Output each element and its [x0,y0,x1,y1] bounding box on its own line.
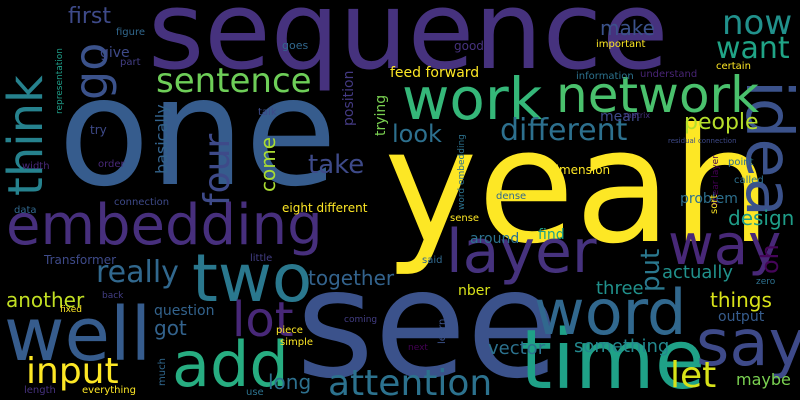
word-piece: piece [276,325,303,336]
word-want: want [716,31,790,66]
word-back: back [102,291,124,301]
word-two: two [192,240,313,317]
word-look: look [392,120,442,148]
word-trying: trying [373,94,389,136]
word-next: next [408,343,428,353]
word-output: output [718,309,765,325]
word-layer: layer [446,217,597,287]
word-actually: actually [662,262,734,283]
word-take: take [308,150,365,180]
word-got: got [154,316,187,340]
word-question: question [154,303,215,319]
word-really: really [96,255,179,290]
word-important: important [596,39,646,50]
word-long: long [268,370,312,394]
word-sense: sense [450,213,480,224]
word-position: position [341,70,357,126]
word-said: said [422,255,443,266]
word-embedding: embedding [6,193,323,258]
word-length: length [24,385,56,396]
word-much: much [157,358,168,386]
word-talk: talk [258,107,277,118]
word-feed-forward: feed forward [390,65,480,81]
word-goes: goes [282,39,309,52]
word-mean: mean [600,109,640,125]
word-understand: understand [640,69,698,80]
word-together: together [308,266,395,290]
word-data: data [14,205,37,216]
word-yeah: yeah [384,95,772,279]
word-oh: oh [756,244,784,274]
word-give: give [100,45,130,61]
word-try: try [90,123,107,137]
word-connection: connection [114,197,170,208]
word-use: use [246,387,264,398]
word-word: word [534,276,687,349]
word-coming: coming [344,315,378,325]
word-around: around [470,231,520,247]
word-sequence: sequence [148,0,669,94]
word-say: say [696,307,800,381]
word-sentence: sentence [156,61,312,101]
word-called: called [734,175,764,186]
word-way: way [668,213,782,278]
word-let: let [670,355,717,396]
word-fixed: fixed [60,305,82,315]
word-transformer: Transformer [44,253,117,267]
word-everything: everything [82,385,136,396]
word-simple: simple [280,337,314,348]
word-input: input [26,351,119,392]
word-little: little [250,253,273,264]
word-things: things [710,288,772,312]
word-eight-different: eight different [282,201,368,215]
word-something: something [574,336,670,357]
word-different: different [500,113,628,148]
word-order: order [98,159,125,170]
word-zero: zero [756,277,776,287]
word-think: think [0,75,54,196]
word-part: part [120,57,141,68]
word-nber: nber [458,283,491,299]
word-lot: lot [232,292,294,348]
word-problem: problem [680,191,738,207]
word-representation: representation [55,47,65,114]
word-attention: attention [328,363,493,400]
word-three: three [596,278,644,299]
word-word-embedding: word embedding [457,134,467,210]
word-learn: learn [437,318,448,344]
word-add: add [172,328,289,400]
word-matrix: matrix [624,111,651,120]
word-dense: dense [496,191,527,202]
word-time: time [520,313,706,400]
word-good: good [454,39,484,53]
word-come: come [256,136,280,192]
word-one: one [58,46,338,220]
word-design: design [728,206,795,230]
word-first: first [68,4,111,29]
word-information: information [576,71,634,82]
word-width: width [22,161,50,172]
word-well: well [4,292,152,378]
word-point: point [728,157,754,168]
word-network: network [556,66,760,124]
word-four: four [197,133,238,206]
word-residual-connection: residual connection [668,137,737,145]
word-now: now [722,3,793,43]
word-work: work [402,65,543,133]
word-figure: figure [116,27,146,38]
word-another: another [6,288,85,312]
word-certain: certain [716,61,751,72]
word-see: see [296,238,559,400]
word-sort: sort [709,194,720,214]
word-dimension: dimension [548,163,611,177]
word-maybe: maybe [736,370,791,389]
word-people: people [684,110,759,135]
word-basically: basically [152,104,171,174]
word-find: find [538,227,565,243]
word-vector: vector [488,338,546,359]
word-make: make [600,16,655,40]
